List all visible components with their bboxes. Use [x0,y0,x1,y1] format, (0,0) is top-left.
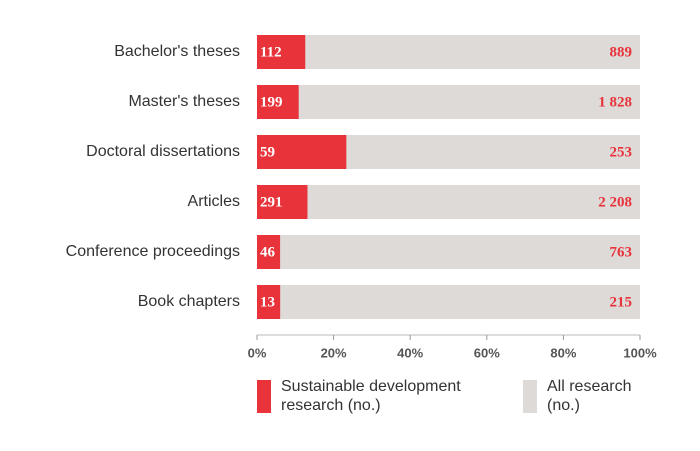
x-tick-label: 0% [248,345,267,360]
bar-total [257,235,640,269]
category-label: Conference proceedings [66,243,240,260]
x-tick-label: 80% [550,345,576,360]
bar-share [257,35,306,69]
x-tick-label: 60% [474,345,500,360]
category-label: Bachelor's theses [114,43,240,60]
legend-label: Sustainable development research (no.) [281,378,461,414]
legend-label: All research (no.) [547,378,632,414]
bar-total [257,285,640,319]
data-label: 291 [260,194,283,210]
category-label: Master's theses [128,93,240,110]
legend-swatch [257,380,271,413]
data-label: 215 [610,294,633,310]
data-label: 253 [610,144,633,160]
bar-total [257,85,640,119]
bar-share [257,235,281,269]
bar-share [257,135,347,169]
x-tick-label: 20% [321,345,347,360]
data-label: 13 [260,294,275,310]
category-label: Doctoral dissertations [86,143,240,160]
data-label: 763 [610,244,633,260]
data-label: 112 [260,44,282,60]
bar-share [257,185,308,219]
category-label: Articles [188,193,240,210]
data-label: 2 208 [598,194,632,210]
bar-total [257,185,640,219]
x-tick-label: 40% [397,345,423,360]
bar-share [257,85,299,119]
category-label: Book chapters [138,293,240,310]
data-label: 59 [260,144,275,160]
data-label: 46 [260,244,276,260]
data-label: 889 [610,44,633,60]
data-label: 199 [260,94,283,110]
data-label: 1 828 [598,94,632,110]
x-tick-label: 100% [623,345,657,360]
legend-swatch [523,380,537,413]
bar-share [257,285,281,319]
bar-total [257,35,640,69]
